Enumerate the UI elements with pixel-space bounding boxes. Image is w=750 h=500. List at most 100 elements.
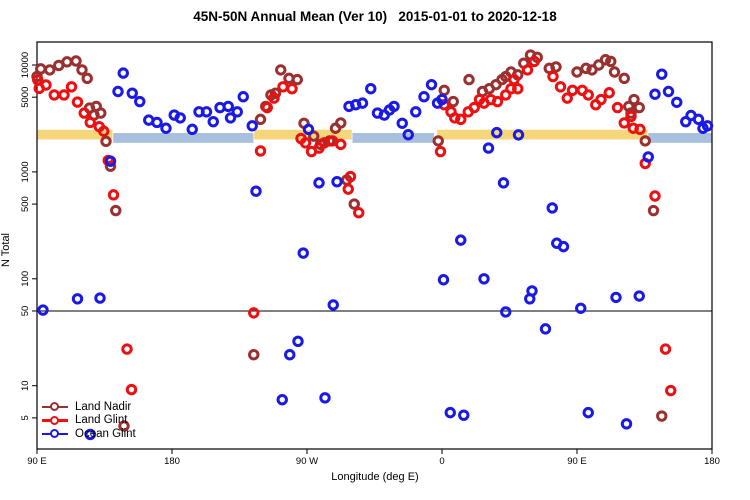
data-point-ocean-glint <box>71 293 84 305</box>
data-point-land-nadir <box>580 62 592 75</box>
data-point-land-nadir <box>463 73 475 86</box>
legend-label-ocean-glint: Ocean Glint <box>75 427 136 440</box>
land-band-segment <box>37 129 113 140</box>
data-point-ocean-glint <box>671 96 683 108</box>
x-axis-label: Longitude (deg E) <box>331 471 419 483</box>
x-tick-label: 90 W <box>296 456 318 467</box>
data-point-land-glint <box>566 84 579 96</box>
data-point-land-glint <box>107 189 120 201</box>
data-point-land-glint <box>595 93 607 106</box>
data-point-ocean-glint <box>444 406 456 419</box>
data-point-land-glint <box>603 87 615 99</box>
data-point-ocean-glint <box>237 91 249 103</box>
data-point-land-glint <box>508 73 520 86</box>
data-point-land-glint <box>505 83 517 95</box>
data-point-land-glint <box>48 89 60 101</box>
data-point-land-glint <box>335 138 347 151</box>
legend-item-ocean-glint: Ocean Glint <box>42 427 136 441</box>
data-point-ocean-glint <box>365 83 377 95</box>
data-point-land-glint <box>71 96 84 108</box>
data-point-land-glint <box>665 384 677 397</box>
data-point-ocean-glint <box>134 95 146 108</box>
ocean-band-segment <box>352 133 434 143</box>
data-point-land-glint <box>528 55 540 68</box>
data-point-land-glint <box>627 122 639 134</box>
data-point-ocean-glint <box>436 93 448 106</box>
data-point-ocean-glint <box>186 123 198 136</box>
x-tick-label: 180 <box>164 456 180 467</box>
data-point-ocean-glint <box>276 393 288 406</box>
data-point-land-nadir <box>593 59 605 71</box>
legend-marker-land-nadir <box>42 401 68 413</box>
data-point-land-glint <box>554 81 567 93</box>
data-point-land-nadir <box>76 64 88 76</box>
data-point-land-glint <box>561 92 573 104</box>
data-point-land-glint <box>254 145 267 157</box>
data-point-ocean-glint <box>656 68 668 80</box>
data-point-land-glint <box>618 117 630 129</box>
data-point-ocean-glint <box>526 285 538 297</box>
data-point-ocean-glint <box>396 117 408 129</box>
data-point-ocean-glint <box>356 97 369 109</box>
data-point-land-nadir <box>291 73 303 86</box>
data-point-land-glint <box>649 190 661 202</box>
data-point-land-nadir <box>348 198 360 210</box>
data-point-ocean-glint <box>662 85 675 98</box>
data-point-ocean-glint <box>575 302 587 314</box>
data-point-ocean-glint <box>297 247 309 259</box>
data-point-ocean-glint <box>160 122 172 134</box>
y-tick-label: 10000 <box>20 52 31 78</box>
data-point-land-nadir <box>571 66 583 78</box>
data-point-land-glint <box>277 81 289 93</box>
data-point-land-glint <box>40 79 52 91</box>
data-point-ocean-glint <box>642 151 654 163</box>
data-point-ocean-glint <box>231 106 243 118</box>
y-tick-label: 1000 <box>20 161 31 182</box>
y-axis-label: N Total <box>0 232 12 268</box>
data-point-land-nadir <box>550 61 562 73</box>
data-point-ocean-glint <box>200 106 213 118</box>
data-point-land-nadir <box>275 64 287 76</box>
data-point-land-nadir <box>248 348 260 361</box>
data-point-ocean-glint <box>126 87 138 99</box>
data-point-land-glint <box>434 145 447 158</box>
data-point-ocean-glint <box>410 106 422 118</box>
data-point-land-nadir <box>633 101 645 114</box>
x-tick-label: 180 <box>704 456 720 467</box>
data-point-land-nadir <box>254 113 267 126</box>
ocean-band-segment <box>648 133 712 143</box>
data-point-land-nadir <box>81 72 93 85</box>
data-point-land-nadir <box>639 135 651 147</box>
data-point-land-nadir <box>70 55 82 67</box>
data-point-land-glint <box>582 89 594 101</box>
data-point-land-glint <box>286 83 298 95</box>
legend-ring-ocean-glint <box>50 429 59 439</box>
ocean-band-segment <box>113 133 254 143</box>
y-tick-label: 50 <box>20 306 31 317</box>
data-point-ocean-glint <box>478 273 490 285</box>
data-point-ocean-glint <box>692 113 705 126</box>
data-point-ocean-glint <box>512 129 525 141</box>
y-tick-label: 500 <box>20 196 31 212</box>
data-point-ocean-glint <box>425 78 438 91</box>
data-point-ocean-glint <box>539 323 552 335</box>
data-point-ocean-glint <box>482 142 495 154</box>
data-point-ocean-glint <box>500 306 512 318</box>
data-point-land-nadir <box>308 130 320 142</box>
data-point-land-glint <box>84 116 96 129</box>
data-point-land-glint <box>625 110 637 123</box>
data-point-ocean-glint <box>327 299 339 311</box>
data-point-land-nadir <box>104 160 117 172</box>
data-point-ocean-glint <box>491 126 503 139</box>
data-point-ocean-glint <box>84 428 96 441</box>
data-point-ocean-glint <box>284 348 296 361</box>
data-point-ocean-glint <box>302 123 315 136</box>
data-point-ocean-glint <box>207 115 219 128</box>
data-point-land-glint <box>449 112 461 124</box>
data-point-land-glint <box>98 125 110 137</box>
data-point-land-glint <box>58 89 70 101</box>
data-point-ocean-glint <box>313 177 325 189</box>
legend-marker-land-glint <box>42 414 68 426</box>
x-tick-label: 0 <box>439 456 444 467</box>
